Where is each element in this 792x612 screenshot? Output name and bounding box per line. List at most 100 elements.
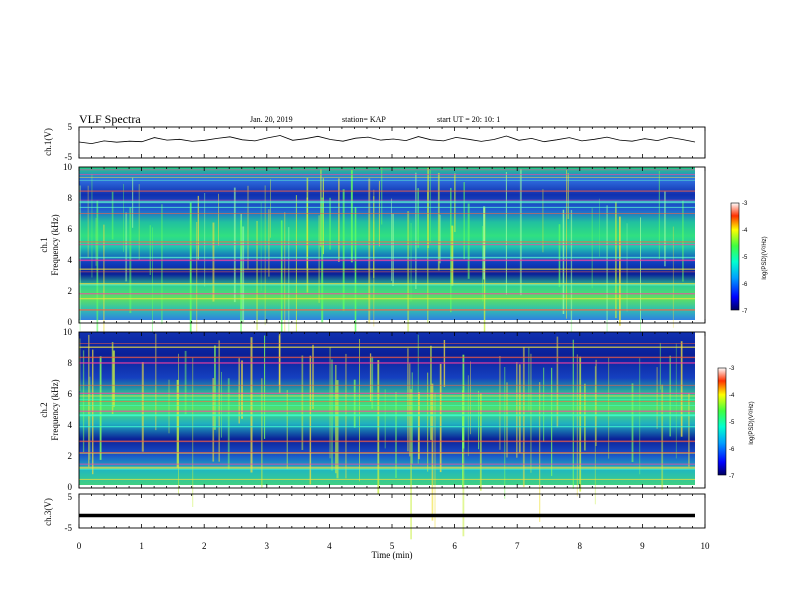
- spectrogram-streak: [338, 178, 340, 262]
- spectrogram-streak: [499, 356, 501, 450]
- spectrogram-streak: [278, 335, 281, 386]
- ch1-ytick-4: 4: [68, 255, 73, 265]
- spectrogram-streak: [92, 349, 94, 475]
- spectrogram-streak: [482, 226, 483, 302]
- spectrogram-streak: [528, 347, 530, 412]
- spectrogram-streak: [556, 336, 559, 428]
- spectrogram-streak: [410, 223, 412, 302]
- spectrogram-streak: [241, 360, 243, 419]
- spectrogram-streak: [99, 356, 102, 460]
- ch3-ylabel: ch.3(V): [43, 498, 53, 526]
- spectrogram-streak: [260, 202, 262, 291]
- ch2-cb-tick-m6: -6: [729, 447, 735, 453]
- spectrogram-streak: [543, 367, 545, 442]
- spectrogram-band: [79, 466, 695, 469]
- spectrogram-streak: [640, 217, 641, 366]
- spectrogram-streak: [519, 169, 522, 296]
- figure-title: VLF Spectra: [79, 112, 141, 126]
- spectrogram-streak: [431, 383, 434, 521]
- ch1-ytick-10: 10: [63, 162, 73, 172]
- spectrogram-streak: [256, 220, 258, 330]
- spectrogram-streak: [373, 196, 375, 278]
- spectrogram-streak: [409, 363, 411, 457]
- spectrogram-streak: [576, 354, 578, 497]
- spectrogram-streak: [221, 371, 222, 438]
- ch1-spectrogram-image: [79, 167, 695, 320]
- spectrogram-band: [79, 202, 695, 204]
- ch1-ytick-2: 2: [68, 286, 73, 296]
- spectrogram-band: [79, 283, 695, 285]
- spectrogram-streak: [288, 227, 290, 346]
- spectrogram-band: [79, 410, 695, 412]
- spectrogram-streak: [392, 213, 394, 286]
- spectrogram-streak: [329, 197, 331, 250]
- spectrogram-band: [79, 399, 695, 400]
- spectrogram-streak: [551, 367, 553, 476]
- spectrogram-band: [79, 468, 695, 469]
- spectrogram-streak: [470, 361, 471, 435]
- xtick-0: 0: [77, 541, 82, 551]
- spectrogram-streak: [218, 193, 219, 246]
- spectrogram-band: [79, 440, 695, 443]
- ch1-ytick-bottom: -5: [65, 152, 73, 162]
- spectrogram-streak: [264, 185, 266, 326]
- ch1-ytick-0: 0: [68, 317, 73, 327]
- spectrogram-streak: [672, 226, 674, 328]
- spectrogram-streak: [336, 380, 339, 479]
- spectrogram-streak: [661, 384, 664, 490]
- ch2-cb-tick-m7: -7: [729, 474, 735, 480]
- spectrogram-streak: [161, 204, 163, 324]
- spectrogram-band: [79, 452, 695, 454]
- ch1-spectrogram-panel: 0 2 4 6 8 10 ch.1 Frequency (kHz) -3 -4 …: [39, 162, 768, 378]
- spectrogram-streak: [212, 222, 215, 302]
- ch3-ytick-top: 5: [68, 492, 73, 502]
- spectrogram-streak: [295, 195, 297, 346]
- spectrogram-band: [79, 177, 695, 178]
- xtick-1: 1: [139, 541, 144, 551]
- spectrogram-streak: [138, 184, 140, 260]
- spectrogram-streak: [516, 362, 518, 458]
- ch2-cb-tick-m5: -5: [729, 420, 735, 426]
- spectrogram-streak: [350, 169, 353, 263]
- spectrogram-streak: [369, 353, 372, 402]
- spectrogram-streak: [89, 376, 91, 460]
- spectrogram-band: [79, 259, 695, 261]
- spectrogram-streak: [79, 338, 81, 391]
- spectrogram-streak: [381, 167, 383, 225]
- spectrogram-streak: [595, 359, 597, 446]
- ch1-cb-tick-m7: -7: [742, 309, 748, 315]
- spectrogram-streak: [682, 200, 684, 282]
- spectrogram-streak: [264, 335, 266, 439]
- spectrogram-streak: [478, 390, 479, 450]
- spectrogram-streak: [395, 391, 397, 478]
- ch2-spec-ylabel: ch.2: [39, 402, 49, 417]
- spectrogram-streak: [368, 178, 371, 324]
- spectrogram-streak: [354, 207, 357, 346]
- spectrogram-streak: [242, 226, 245, 323]
- spectrogram-streak: [675, 343, 677, 459]
- spectrogram-streak: [391, 198, 392, 281]
- ch2-spectrogram-image: [79, 332, 695, 485]
- ch1-waveform-frame: [78, 126, 706, 159]
- spectrogram-band: [79, 199, 695, 201]
- spectrogram-streak: [504, 367, 506, 499]
- spectrogram-streak: [111, 191, 114, 240]
- spectrogram-streak: [415, 172, 417, 289]
- xtick-5: 5: [390, 541, 395, 551]
- spectrogram-streak: [599, 198, 600, 257]
- ch3-waveform-frame: [78, 493, 706, 529]
- spectrogram-band: [79, 268, 695, 270]
- ch2-spec-ylabel-freq: Frequency (kHz): [50, 379, 60, 440]
- spectrogram-band: [79, 426, 695, 428]
- spectrogram-streak: [218, 340, 220, 462]
- spectrogram-streak: [450, 187, 452, 313]
- spectrogram-streak: [113, 350, 115, 407]
- spectrogram-band: [79, 174, 695, 175]
- spectrogram-streak: [411, 372, 413, 464]
- spectrogram-band: [79, 298, 695, 300]
- spectrogram-band: [79, 478, 695, 480]
- spectrogram-streak: [270, 179, 271, 238]
- spectrogram-streak: [88, 334, 90, 467]
- spectrogram-streak: [359, 339, 360, 482]
- spectrogram-streak: [518, 364, 521, 453]
